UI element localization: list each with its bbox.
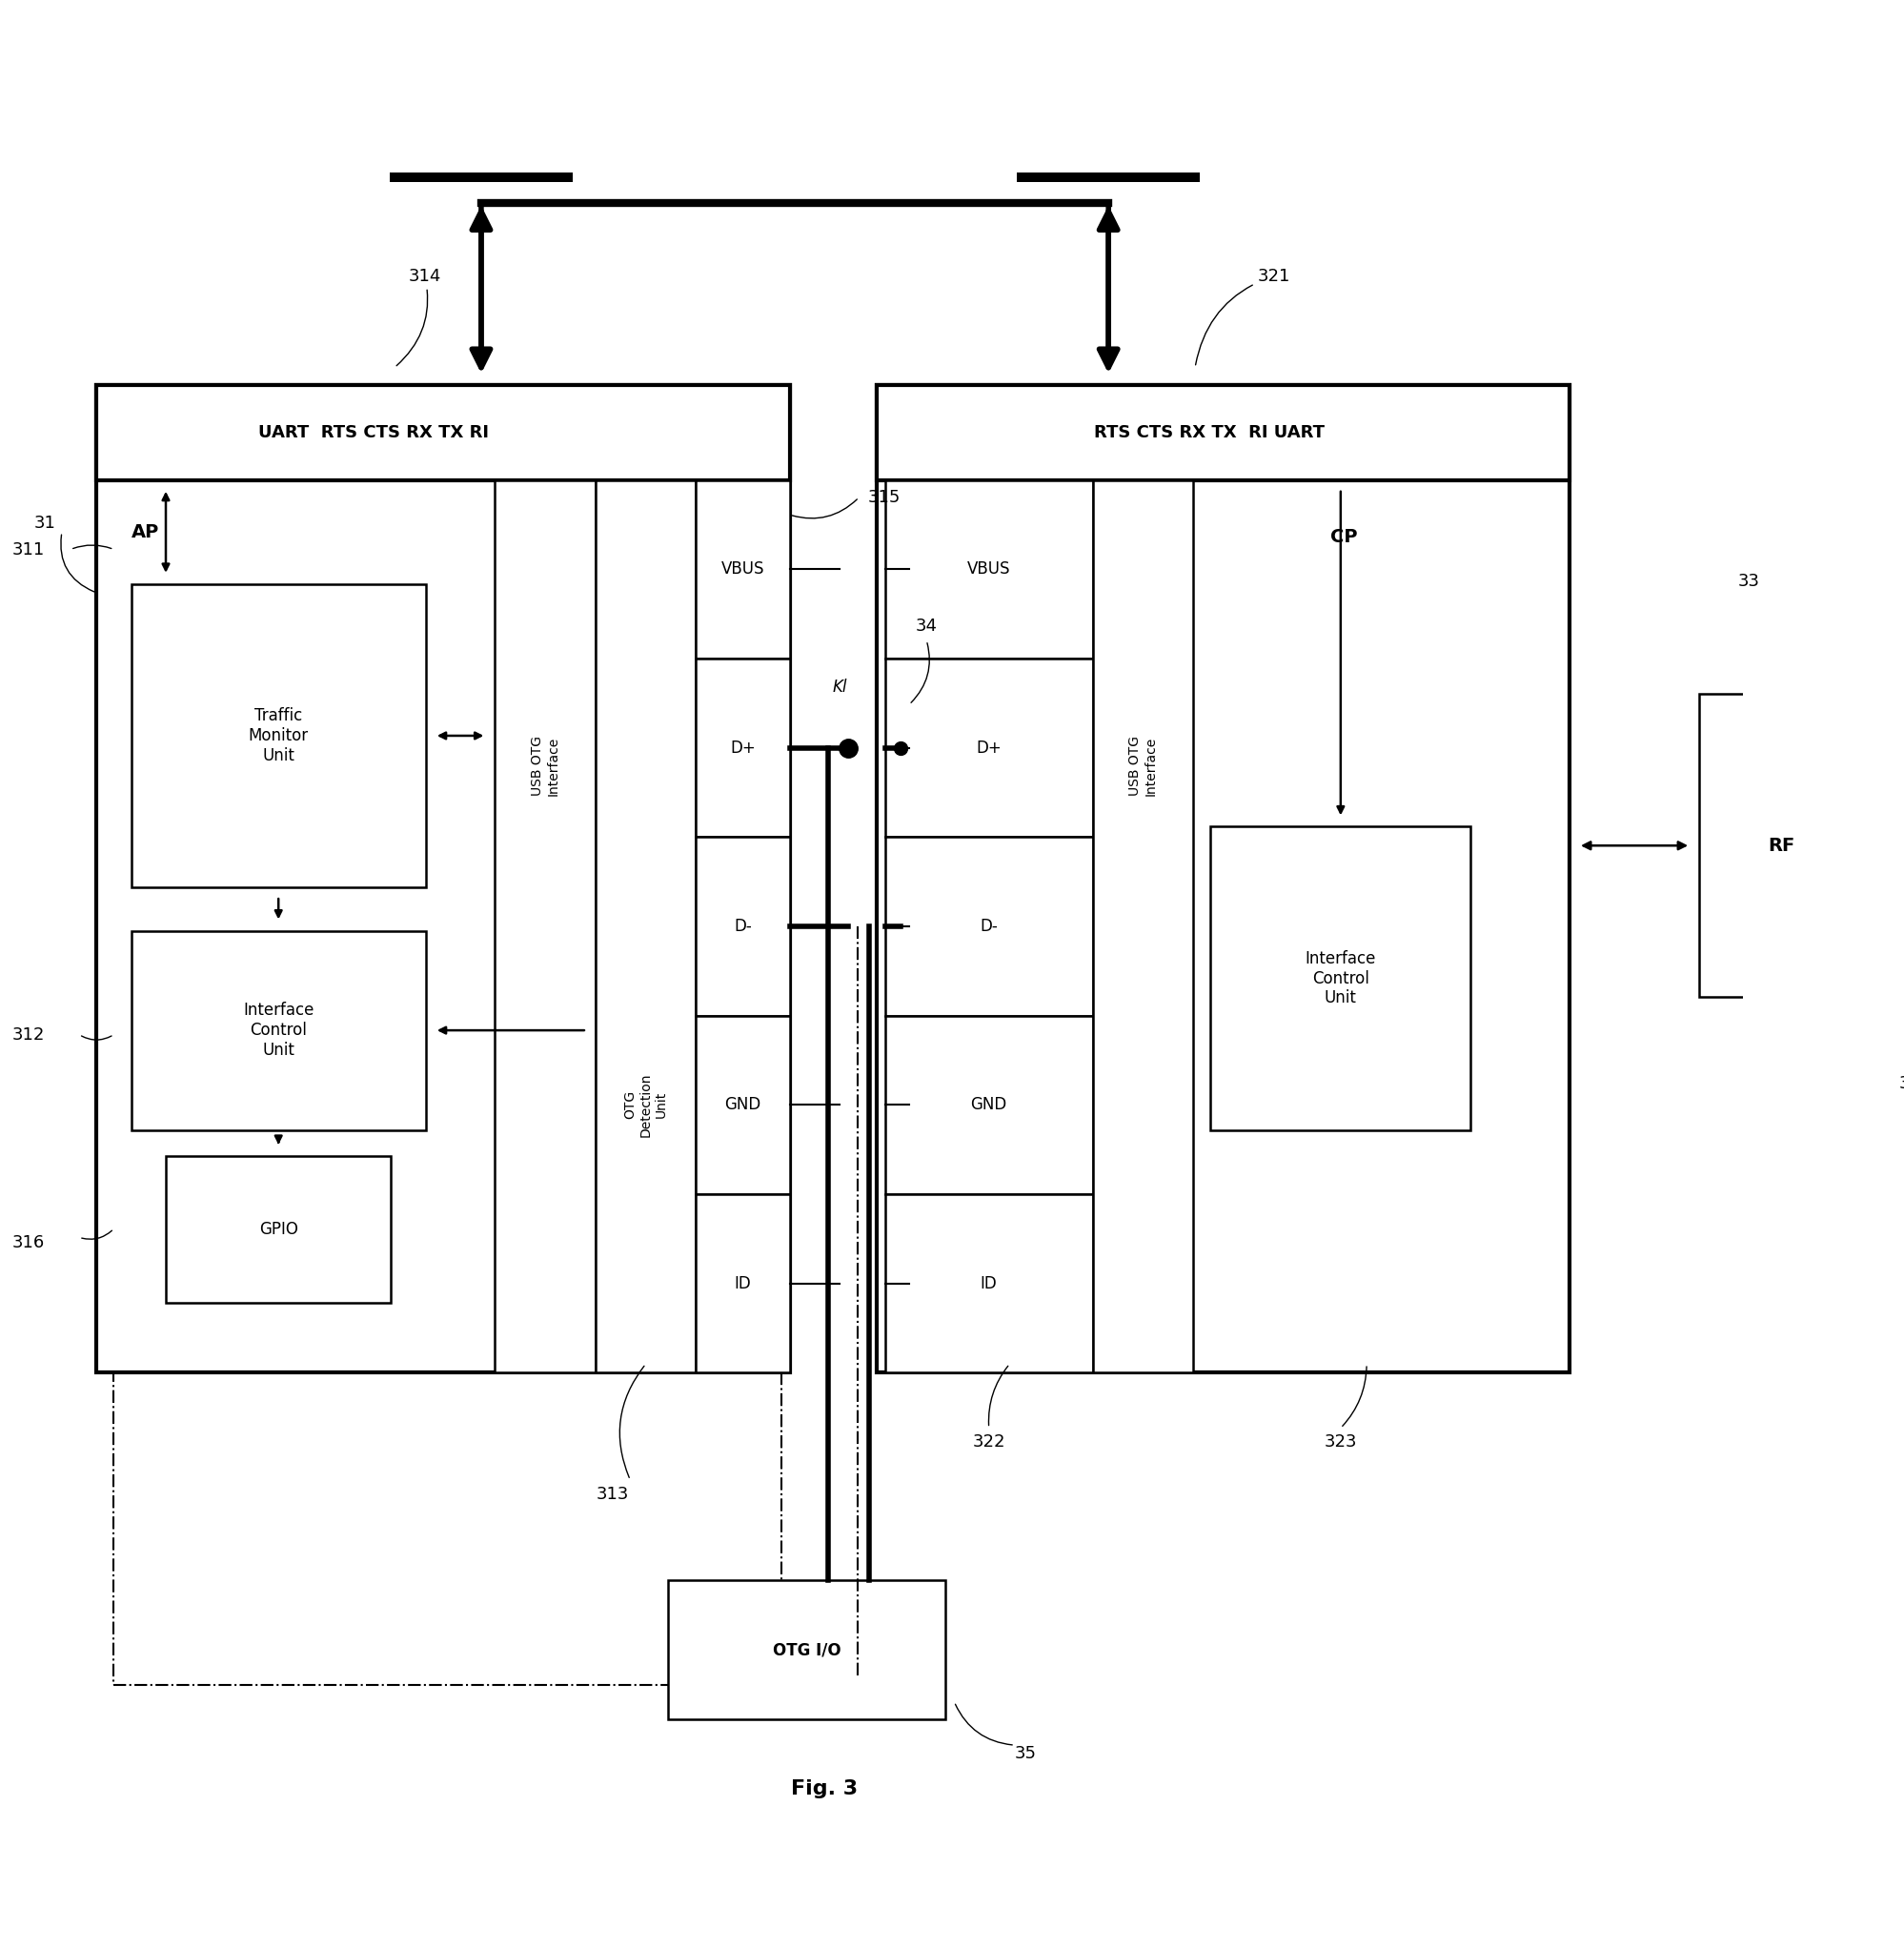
Text: 321: 321 [1196, 267, 1291, 364]
Text: AP: AP [131, 524, 160, 542]
Text: Kl: Kl [832, 678, 847, 695]
Text: ID: ID [735, 1274, 752, 1292]
Text: OTG I/O: OTG I/O [773, 1642, 842, 1658]
Bar [668, 1580, 946, 1720]
Text: USB OTG
Interface: USB OTG Interface [531, 736, 560, 795]
Bar [1700, 693, 1864, 997]
Text: D+: D+ [977, 740, 1002, 756]
Text: USB OTG
Interface: USB OTG Interface [1129, 736, 1158, 795]
Text: VBUS: VBUS [722, 561, 765, 579]
Text: Fig. 3: Fig. 3 [790, 1779, 857, 1798]
Text: D+: D+ [729, 740, 756, 756]
Text: 33: 33 [1738, 573, 1759, 590]
Text: 311: 311 [11, 542, 44, 557]
Text: D-: D- [733, 918, 752, 935]
Bar [596, 479, 697, 1373]
Text: D-: D- [981, 918, 998, 935]
Text: GND: GND [971, 1097, 1007, 1114]
Text: 31: 31 [34, 514, 55, 532]
Bar [1093, 479, 1194, 1373]
Bar [166, 1155, 390, 1303]
Bar [114, 1364, 781, 1685]
Text: 323: 323 [1323, 1434, 1358, 1451]
Text: UART  RTS CTS RX TX RI: UART RTS CTS RX TX RI [259, 425, 489, 440]
Bar [885, 1015, 1093, 1194]
Text: ID: ID [981, 1274, 998, 1292]
Bar [697, 1194, 790, 1373]
Text: RTS CTS RX TX  RI UART: RTS CTS RX TX RI UART [1093, 425, 1325, 440]
Bar [697, 479, 790, 658]
Text: 316: 316 [11, 1233, 44, 1251]
Text: Interface
Control
Unit: Interface Control Unit [244, 1001, 314, 1058]
Bar [876, 386, 1569, 479]
Text: 322: 322 [973, 1434, 1005, 1451]
Text: 35: 35 [1015, 1745, 1038, 1763]
Text: 312: 312 [11, 1027, 44, 1044]
Bar [495, 479, 596, 1373]
Text: 315: 315 [868, 489, 901, 506]
Bar [885, 1194, 1093, 1373]
Text: Interface
Control
Unit: Interface Control Unit [1306, 951, 1377, 1007]
Text: GND: GND [725, 1097, 762, 1114]
Text: Traffic
Monitor
Unit: Traffic Monitor Unit [248, 707, 308, 764]
Bar [885, 479, 1093, 658]
Text: CP: CP [1331, 528, 1358, 545]
Bar [885, 658, 1093, 838]
Bar [697, 838, 790, 1015]
Bar [876, 386, 1569, 1373]
Bar [697, 658, 790, 838]
Text: 34: 34 [916, 618, 937, 635]
Bar [97, 386, 790, 1373]
Text: 313: 313 [596, 1484, 628, 1502]
Text: 314: 314 [396, 267, 442, 366]
Text: 32: 32 [1898, 1075, 1904, 1093]
Bar [697, 1015, 790, 1194]
Text: RF: RF [1769, 836, 1795, 855]
Text: GPIO: GPIO [259, 1221, 297, 1239]
Bar [885, 838, 1093, 1015]
Bar [131, 931, 426, 1130]
Bar [1211, 826, 1470, 1130]
Text: OTG
Detection
Unit: OTG Detection Unit [625, 1073, 668, 1138]
Bar [131, 584, 426, 888]
Text: VBUS: VBUS [967, 561, 1011, 579]
Bar [97, 386, 790, 479]
